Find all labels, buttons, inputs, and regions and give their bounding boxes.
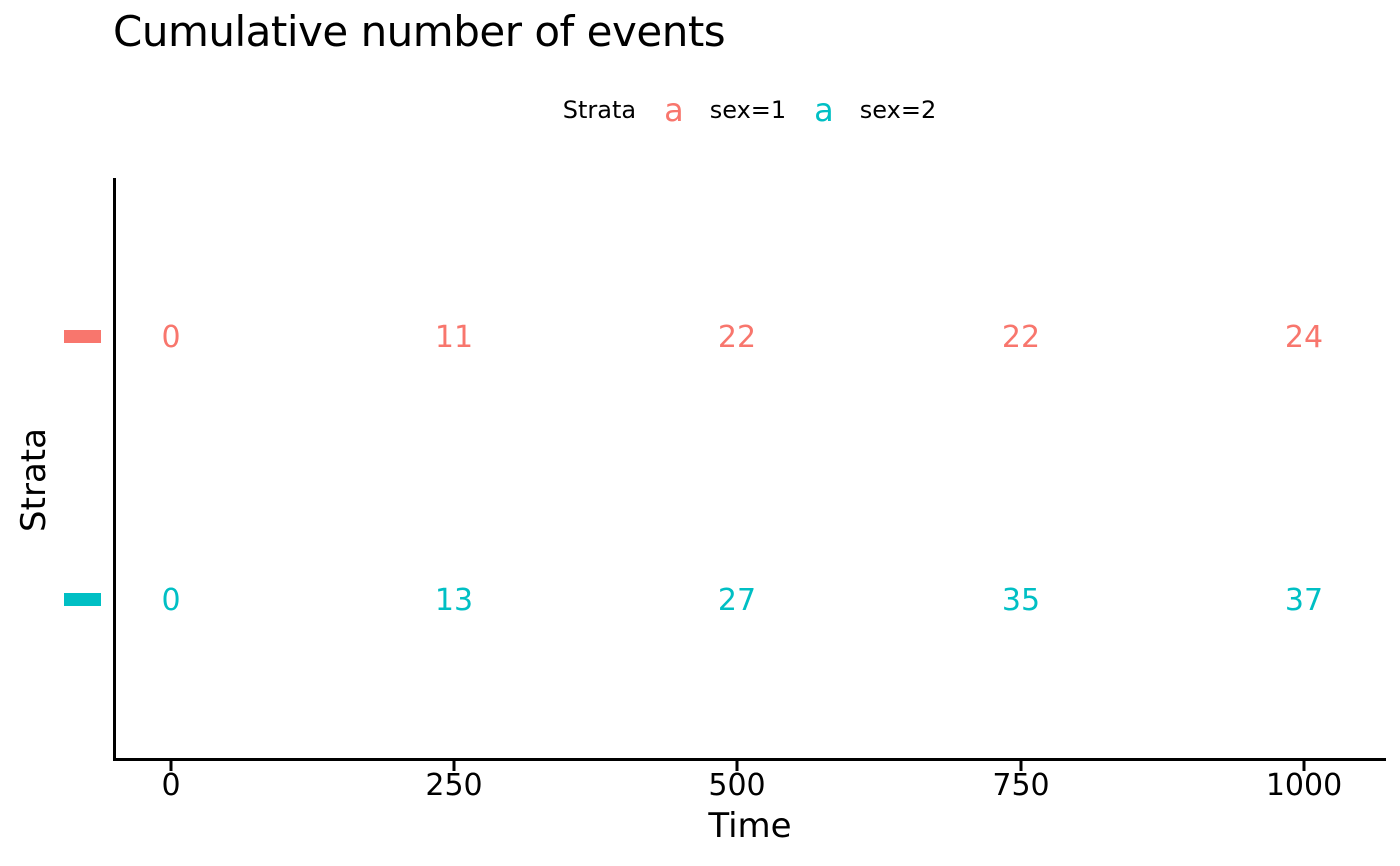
legend-title: Strata [562, 96, 637, 124]
event-count-sex1: 24 [1284, 320, 1324, 355]
legend-item-label: sex=2 [859, 96, 937, 124]
event-count-sex1: 0 [161, 320, 181, 355]
strata-sex2-dash-icon [64, 593, 101, 606]
event-count-sex2: 27 [717, 583, 757, 618]
legend-item-label: sex=1 [709, 96, 787, 124]
event-count-sex1: 22 [717, 320, 757, 355]
legend-item-sex1: a sex=1 [664, 94, 786, 126]
x-tick-label: 750 [992, 768, 1050, 803]
x-tick-label: 250 [425, 768, 483, 803]
x-tick-mark [169, 761, 173, 771]
x-axis-title: Time [708, 806, 792, 846]
x-tick-label: 0 [161, 768, 181, 803]
x-tick-mark [1019, 761, 1023, 771]
legend-item-sex2: a sex=2 [814, 94, 936, 126]
event-count-sex2: 35 [1001, 583, 1041, 618]
x-tick-mark [1302, 761, 1306, 771]
event-count-sex2: 0 [161, 583, 181, 618]
event-count-sex2: 13 [434, 583, 474, 618]
event-count-sex1: 11 [434, 320, 474, 355]
event-count-sex1: 22 [1001, 320, 1041, 355]
plot-panel [113, 178, 1386, 761]
x-tick-label: 1000 [1265, 768, 1343, 803]
legend-key-a-icon: a [814, 91, 834, 129]
legend-key-a-icon: a [664, 91, 684, 129]
x-tick-label: 500 [708, 768, 766, 803]
chart-title: Cumulative number of events [113, 7, 726, 56]
y-axis-title: Strata [14, 428, 54, 532]
legend: Strata a sex=1 a sex=2 [113, 86, 1386, 134]
event-count-sex2: 37 [1284, 583, 1324, 618]
strata-sex1-dash-icon [64, 330, 101, 343]
x-tick-mark [735, 761, 739, 771]
x-tick-mark [452, 761, 456, 771]
